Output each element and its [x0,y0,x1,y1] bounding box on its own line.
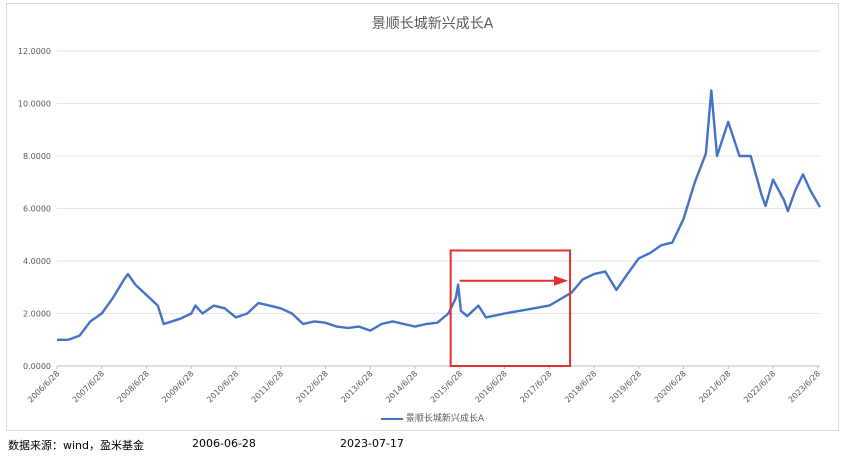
x-tick-label: 2022/6/28 [742,369,777,404]
series-layer [57,90,820,339]
legend: 景顺长城新兴成长A [0,411,865,424]
x-axis: 2006/6/28 2007/6/28 2008/6/28 2009/6/28 2010… [26,366,822,404]
x-tick-label: 2018/6/28 [563,369,598,404]
gridlines [57,51,820,366]
source-note: 数据来源：wind，盈米基金 [8,437,144,453]
legend-swatch [381,418,403,420]
legend-label: 景顺长城新兴成长A [406,414,484,424]
x-tick-label: 2023/6/28 [787,369,822,404]
highlight-box [451,251,570,367]
start-date: 2006-06-28 [192,437,256,450]
y-tick-label: 12.0000 [18,47,51,56]
arrow-head [554,276,568,286]
annotation-layer [451,251,570,367]
x-tick-label: 2011/6/28 [250,369,285,404]
y-tick-label: 0.0000 [23,362,51,371]
end-date: 2023-07-17 [340,437,404,450]
y-tick-label: 4.0000 [23,257,51,266]
x-tick-label: 2013/6/28 [339,369,374,404]
x-tick-label: 2009/6/28 [160,369,195,404]
x-tick-label: 2010/6/28 [205,369,240,404]
x-tick-label: 2012/6/28 [295,369,330,404]
x-tick-label: 2007/6/28 [71,369,106,404]
x-tick-label: 2014/6/28 [384,369,419,404]
y-tick-label: 8.0000 [23,152,51,161]
x-tick-label: 2017/6/28 [518,369,553,404]
y-tick-label: 10.0000 [18,100,51,109]
x-tick-label: 2020/6/28 [653,369,688,404]
series-line [57,90,820,339]
y-axis: 0.0000 2.0000 4.0000 6.0000 8.0000 10.0000 12.… [18,47,51,371]
x-tick-label: 2006/6/28 [26,369,61,404]
y-tick-label: 6.0000 [23,205,51,214]
x-tick-label: 2019/6/28 [608,369,643,404]
y-tick-label: 2.0000 [23,310,51,319]
x-tick-label: 2021/6/28 [697,369,732,404]
x-tick-label: 2015/6/28 [429,369,464,404]
x-tick-label: 2008/6/28 [116,369,151,404]
x-tick-label: 2016/6/28 [474,369,509,404]
